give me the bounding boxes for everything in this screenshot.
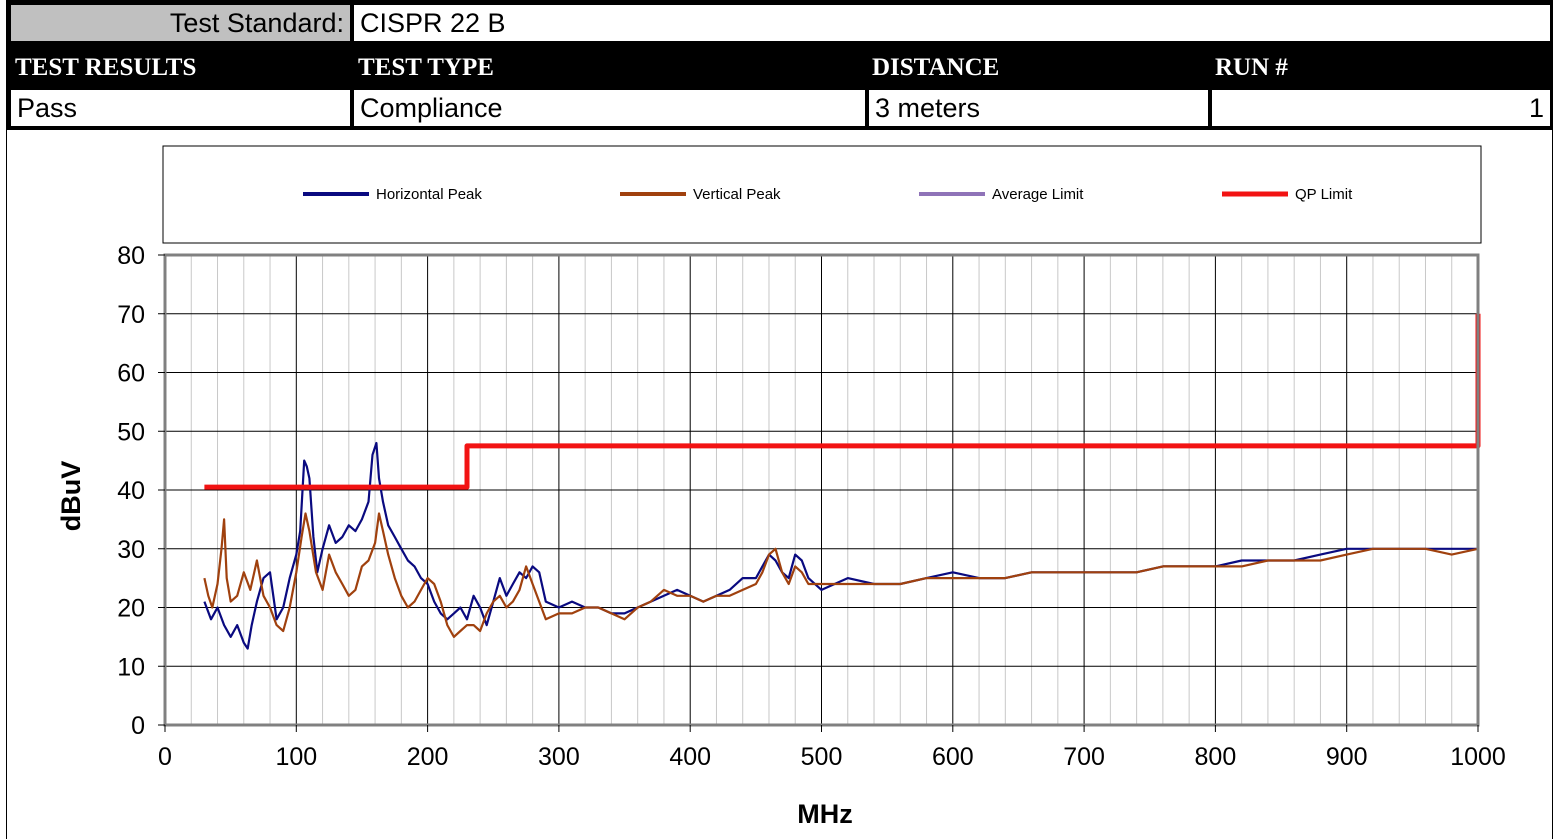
- y-tick-label: 40: [117, 477, 145, 505]
- x-tick-label: 1000: [1450, 743, 1506, 771]
- standard-value: CISPR 22 B: [354, 5, 1550, 41]
- y-axis-title: dBuV: [56, 461, 86, 532]
- vertical-peak-line: [203, 512, 1479, 639]
- y-tick-label: 70: [117, 301, 145, 329]
- qp-limit-line: [204, 313, 1481, 490]
- legend-qp-limit-label: QP Limit: [1295, 186, 1353, 203]
- legend-horizontal-peak-label: Horizontal Peak: [376, 186, 482, 203]
- report-frame: [6, 0, 1553, 839]
- x-tick-label: 900: [1326, 743, 1368, 771]
- grid: [165, 255, 1478, 725]
- tick-labels: 0 100 200 300 400 500 600 700 800 900 1000 0 10 20 30 4…: [117, 242, 1506, 771]
- col-run-number: RUN #: [1215, 54, 1288, 81]
- y-tick-label: 20: [117, 595, 145, 623]
- y-tick-label: 80: [117, 242, 145, 270]
- y-tick-label: 50: [117, 418, 145, 446]
- horizontal-peak-line: [203, 441, 1478, 650]
- col-test-type: TEST TYPE: [358, 54, 494, 81]
- x-axis-title: MHz: [797, 799, 853, 829]
- value-test-type: Compliance: [354, 90, 865, 126]
- legend-average-limit-label: Average Limit: [992, 186, 1084, 203]
- x-tick-label: 300: [538, 743, 580, 771]
- y-tick-label: 0: [131, 712, 145, 740]
- x-tick-label: 200: [407, 743, 449, 771]
- series-layer: [203, 313, 1481, 650]
- legend-vertical-peak-label: Vertical Peak: [693, 186, 781, 203]
- col-distance: DISTANCE: [872, 54, 1000, 81]
- standard-label: Test Standard:: [11, 5, 350, 41]
- value-test-results: Pass: [11, 90, 350, 126]
- value-distance: 3 meters: [869, 90, 1208, 126]
- value-run-number: 1: [1212, 90, 1550, 126]
- x-tick-label: 500: [801, 743, 843, 771]
- x-tick-label: 700: [1063, 743, 1105, 771]
- x-tick-label: 100: [275, 743, 317, 771]
- legend: Horizontal Peak Vertical Peak Average Limi…: [303, 186, 1353, 203]
- y-tick-label: 10: [117, 653, 145, 681]
- x-tick-label: 400: [669, 743, 711, 771]
- x-tick-label: 800: [1195, 743, 1237, 771]
- y-tick-label: 60: [117, 360, 145, 388]
- col-test-results: TEST RESULTS: [15, 54, 197, 81]
- y-tick-label: 30: [117, 536, 145, 564]
- x-tick-label: 600: [932, 743, 974, 771]
- x-tick-label: 0: [158, 743, 172, 771]
